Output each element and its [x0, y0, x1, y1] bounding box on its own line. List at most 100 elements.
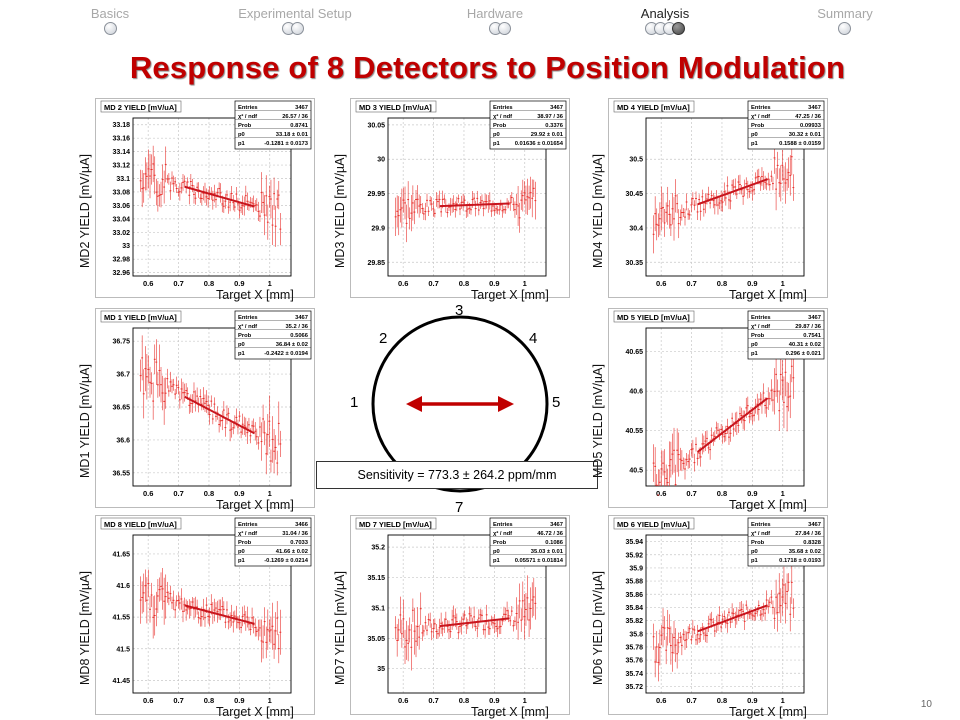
data-point [735, 422, 738, 424]
data-point [171, 177, 173, 179]
plot-frame [387, 117, 547, 277]
yield-vs-position-chart: MD 5 YIELD [mV/uA] 0.6 0.7 0.8 0.9 1 40.5 40.55… [608, 308, 828, 508]
fit-line [697, 397, 769, 453]
plot-title: MD 6 YIELD [mV/uA] [617, 520, 690, 529]
data-point [142, 187, 145, 189]
stats-label: Entries [493, 522, 513, 528]
data-point [666, 205, 669, 207]
data-point [781, 379, 784, 381]
data-point [155, 361, 158, 363]
data-point [534, 602, 537, 604]
data-point [496, 209, 499, 211]
data-point [449, 206, 452, 208]
data-point [454, 617, 457, 619]
nav-item-experimental-setup[interactable]: Experimental Setup [220, 6, 370, 21]
data-point [701, 627, 704, 629]
nav-dot[interactable] [291, 22, 304, 35]
data-point [789, 613, 792, 615]
data-point [255, 630, 258, 632]
data-point [729, 432, 732, 434]
fit-stats-box [234, 310, 312, 360]
data-point [244, 426, 247, 428]
data-point [709, 202, 712, 204]
data-point [783, 401, 785, 403]
data-point [448, 206, 450, 208]
data-point [466, 208, 469, 210]
x-axis-label: Target X [mm] [216, 288, 294, 302]
data-point [787, 172, 790, 174]
stats-label: χ² / ndf [238, 530, 257, 537]
nav-dot[interactable] [838, 22, 851, 35]
data-point [241, 615, 244, 617]
data-point [449, 631, 452, 633]
data-point [430, 203, 433, 205]
data-point [432, 208, 435, 210]
data-point [193, 193, 195, 195]
data-point [496, 628, 499, 630]
data-point [172, 384, 175, 386]
data-point [529, 192, 532, 194]
nav-item-analysis[interactable]: Analysis [630, 6, 700, 21]
nav-item-basics[interactable]: Basics [85, 6, 135, 21]
data-point [411, 609, 414, 611]
data-point [139, 375, 142, 377]
stats-label: Prob [751, 333, 765, 339]
nav-item-summary[interactable]: Summary [810, 6, 880, 21]
data-point [745, 604, 748, 606]
data-point [222, 409, 225, 411]
data-point [160, 585, 162, 587]
y-axis-label: MD1 YIELD [mV/µA] [78, 364, 92, 478]
stats-value: 35.03 ± 0.01 [531, 549, 564, 555]
data-point [462, 618, 465, 620]
stats-value: 0.8741 [290, 123, 309, 129]
fit-line [184, 395, 256, 435]
data-point [499, 625, 502, 627]
data-point [437, 201, 439, 203]
stats-value: 0.3376 [545, 123, 564, 129]
data-point [441, 628, 444, 630]
data-point [156, 384, 159, 386]
data-point [224, 200, 227, 202]
data-point [408, 629, 411, 631]
data-point [215, 607, 217, 609]
data-point [531, 197, 534, 199]
data-point [688, 458, 691, 460]
data-point [429, 200, 432, 202]
data-point [237, 621, 239, 623]
x-tick-label: 0.7 [173, 489, 183, 498]
nav-dot[interactable] [104, 22, 117, 35]
data-point [720, 429, 723, 431]
data-point [468, 207, 471, 209]
data-point [455, 621, 458, 623]
data-point [226, 609, 228, 611]
data-point [265, 641, 268, 643]
data-point [235, 193, 238, 195]
data-point [778, 182, 781, 184]
data-point [721, 618, 724, 620]
data-point [710, 195, 713, 197]
data-point [257, 629, 260, 631]
nav-dot[interactable] [672, 22, 685, 35]
stats-label: p0 [751, 132, 758, 138]
data-point [265, 453, 268, 455]
data-point [707, 447, 710, 449]
fit-stats-box [747, 100, 825, 150]
data-point [399, 209, 402, 211]
data-point [263, 621, 266, 623]
data-point [790, 581, 793, 583]
nav-dot[interactable] [498, 22, 511, 35]
data-point [778, 592, 781, 594]
data-point [255, 204, 258, 206]
data-point [498, 626, 501, 628]
data-point [745, 183, 748, 185]
data-point [754, 612, 757, 614]
data-point [787, 396, 790, 398]
data-point [742, 195, 745, 197]
fit-line [439, 617, 510, 628]
data-point [213, 609, 216, 611]
nav-item-hardware[interactable]: Hardware [455, 6, 535, 21]
data-point [422, 630, 425, 632]
data-point [193, 391, 195, 393]
x-axis-label: Target X [mm] [471, 705, 549, 719]
data-point [726, 622, 729, 624]
